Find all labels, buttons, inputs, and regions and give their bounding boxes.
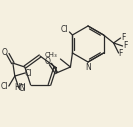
Text: CH₃: CH₃ (45, 52, 57, 58)
Text: Cl: Cl (25, 69, 33, 78)
Text: F: F (123, 42, 128, 51)
Text: O: O (2, 47, 8, 57)
Text: F: F (118, 50, 123, 59)
Text: Cl: Cl (1, 82, 9, 91)
Text: N: N (85, 62, 91, 72)
Text: Cl: Cl (19, 84, 27, 93)
Text: Cl: Cl (61, 25, 68, 34)
Text: F: F (121, 34, 126, 43)
Text: O: O (45, 58, 50, 67)
Text: HN: HN (14, 83, 26, 92)
